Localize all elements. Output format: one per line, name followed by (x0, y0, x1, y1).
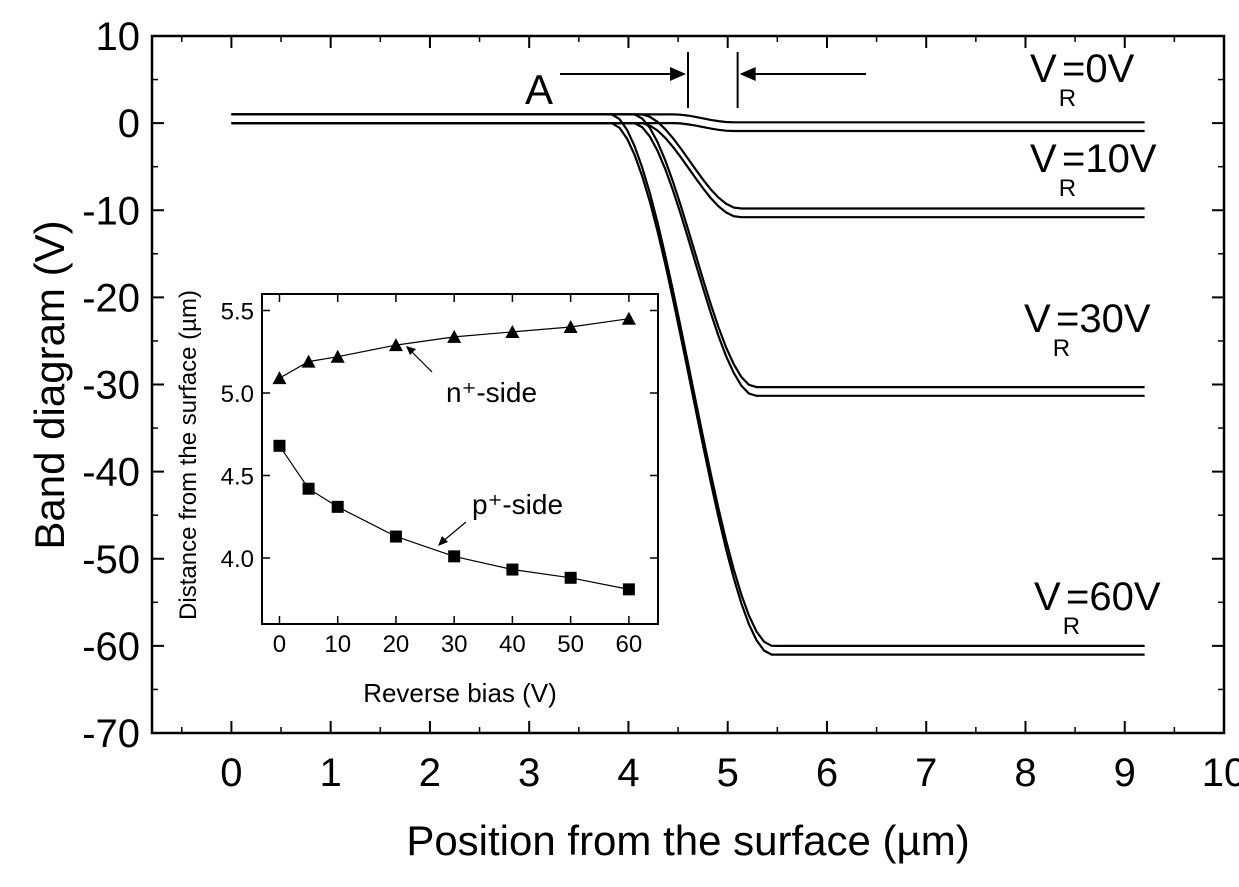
x-axis-label: Position from the surface (µm) (406, 817, 969, 864)
vr-label-sub: R (1059, 175, 1076, 202)
x-tick-label: 2 (419, 751, 441, 795)
inset-x-tick-label: 0 (273, 631, 286, 658)
n-side-label: n⁺-side (446, 377, 537, 408)
inset-y-tick-label: 5.0 (221, 381, 254, 408)
inset-triangle-point (301, 354, 316, 368)
n-side-arrowhead (406, 346, 416, 355)
inset-y-tick-label: 4.0 (221, 546, 254, 573)
y-tick-label: -50 (82, 538, 140, 582)
inset-x-tick-label: 10 (324, 631, 351, 658)
inset-x-tick-label: 40 (499, 631, 526, 658)
y-tick-label: -20 (82, 276, 140, 320)
y-tick-label: 10 (96, 15, 141, 59)
vr-label-main: V (1034, 575, 1061, 619)
inset-square-point (506, 563, 519, 576)
y-tick-label: -40 (82, 451, 140, 495)
y-axis-label: Band diagram (V) (26, 220, 73, 549)
y-tick-label: -30 (82, 364, 140, 408)
marker-a-right-arrowhead (739, 67, 756, 81)
inset-frame (261, 293, 659, 625)
x-tick-label: 7 (915, 751, 937, 795)
inset-x-tick-label: 50 (557, 631, 584, 658)
inset-square-point (622, 583, 635, 596)
inset-x-axis-label: Reverse bias (V) (363, 678, 557, 708)
series-0-curve-1 (231, 122, 1145, 133)
marker-a-label: A (525, 66, 553, 113)
n-side-arrow-line (409, 349, 433, 373)
inset-y-tick-label: 4.5 (221, 464, 254, 491)
inset-x-tick-label: 20 (383, 631, 410, 658)
x-tick-label: 8 (1014, 751, 1036, 795)
vr-label-main: V (1030, 47, 1057, 91)
inset-triangle-point (330, 349, 345, 363)
vr-label-main: V (1030, 137, 1057, 181)
main-plot: 0 1 2 3 4 5 6 7 8 9 10 10 0 -10 -20 -30 -40 -50 -60 -70 Posi… (26, 15, 1239, 864)
vr-label-2: VR=30V (1024, 297, 1151, 362)
p-side-arrow-line (441, 521, 467, 543)
vr-label-main: V (1024, 297, 1051, 341)
inset-triangle-point (505, 324, 520, 338)
vr-label-rest: =30V (1056, 297, 1151, 341)
series-3-curve-0 (231, 113, 1145, 647)
inset-y-tick-label: 5.5 (221, 299, 254, 326)
series-0-curve-0 (231, 113, 1145, 124)
inset-square-point (273, 439, 286, 452)
inset-triangle-point (388, 338, 403, 352)
inset-plot: 0 10 20 30 40 50 60 4.0 4.5 5.0 5.5 Reverse bias (V… (175, 290, 659, 708)
series-1-curve-1 (231, 122, 1145, 219)
inset-series-0-line (279, 318, 629, 379)
inset-triangle-point (563, 320, 578, 333)
inset-square-point (331, 500, 344, 513)
inset-x-tick-label: 30 (441, 631, 468, 658)
vr-label-rest: =0V (1062, 47, 1135, 91)
vr-label-1: VR=10V (1030, 137, 1157, 202)
inset-square-point (448, 550, 461, 563)
y-tick-label: -10 (82, 189, 140, 233)
x-tick-label: 0 (220, 751, 242, 795)
inset-triangle-point (447, 329, 462, 343)
inset-triangle-point (621, 311, 636, 325)
inset-x-tick-label: 60 (616, 631, 643, 658)
x-tick-label: 5 (717, 751, 739, 795)
vr-label-3: VR=60V (1034, 575, 1161, 640)
vr-label-rest: =10V (1062, 137, 1157, 181)
x-tick-label: 4 (617, 751, 639, 795)
inset-square-point (389, 530, 402, 543)
x-tick-label: 10 (1202, 751, 1239, 795)
p-side-arrowhead (438, 536, 448, 546)
y-tick-label: -70 (82, 712, 140, 756)
inset-square-point (564, 571, 577, 584)
x-tick-label: 1 (320, 751, 342, 795)
vr-label-sub: R (1059, 85, 1076, 112)
inset-y-axis-label: Distance from the surface (µm) (175, 290, 202, 620)
x-tick-label: 6 (816, 751, 838, 795)
y-tick-label: -60 (82, 625, 140, 669)
marker-a-left-arrowhead (670, 67, 686, 81)
vr-label-sub: R (1053, 335, 1070, 362)
y-tick-label: 0 (118, 102, 140, 146)
vr-label-sub: R (1063, 613, 1080, 640)
x-tick-label: 3 (518, 751, 540, 795)
series-3-curve-1 (231, 122, 1145, 656)
vr-label-0: VR=0V (1030, 47, 1135, 112)
x-tick-label: 9 (1114, 751, 1136, 795)
inset-triangle-point (272, 371, 287, 385)
series-1-curve-0 (231, 113, 1145, 210)
vr-label-rest: =60V (1066, 575, 1161, 619)
p-side-label: p⁺-side (472, 489, 563, 520)
inset-square-point (302, 482, 315, 495)
